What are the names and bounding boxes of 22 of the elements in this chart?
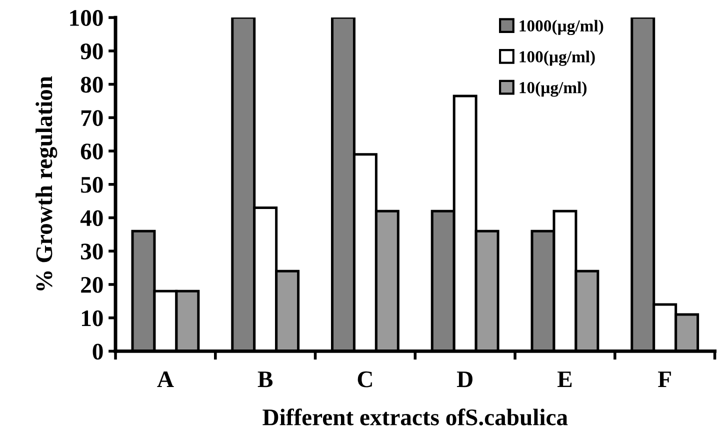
y-tick-label: 10: [82, 310, 103, 326]
y-tick-label: 100: [70, 10, 103, 26]
legend-label: 1000(µg/ml): [520, 20, 604, 36]
y-tick-label: 20: [81, 276, 103, 293]
y-tick-label: 80: [80, 76, 103, 93]
y-tick-label: 50: [81, 176, 103, 193]
x-tick-label: F: [658, 372, 671, 388]
x-tick-label: B: [258, 372, 273, 388]
legend-label: 100(µg/ml): [520, 50, 595, 66]
y-tick-label: 0: [92, 344, 103, 360]
y-tick-label: 60: [80, 144, 103, 160]
y-axis-title: % Growth regulation: [36, 76, 58, 290]
x-tick-label: C: [358, 371, 372, 388]
x-tick-label: A: [157, 371, 174, 388]
y-tick-label: 40: [80, 210, 103, 226]
x-axis-title: Different extracts ofS.cabulica: [262, 408, 568, 426]
x-tick-label: D: [456, 372, 472, 388]
x-tick-label: E: [557, 372, 572, 388]
y-tick-label: 30: [80, 244, 103, 260]
legend-label: 10(µg/ml): [520, 82, 586, 97]
y-tick-label: 90: [80, 43, 103, 60]
y-tick-label: 70: [81, 110, 103, 126]
